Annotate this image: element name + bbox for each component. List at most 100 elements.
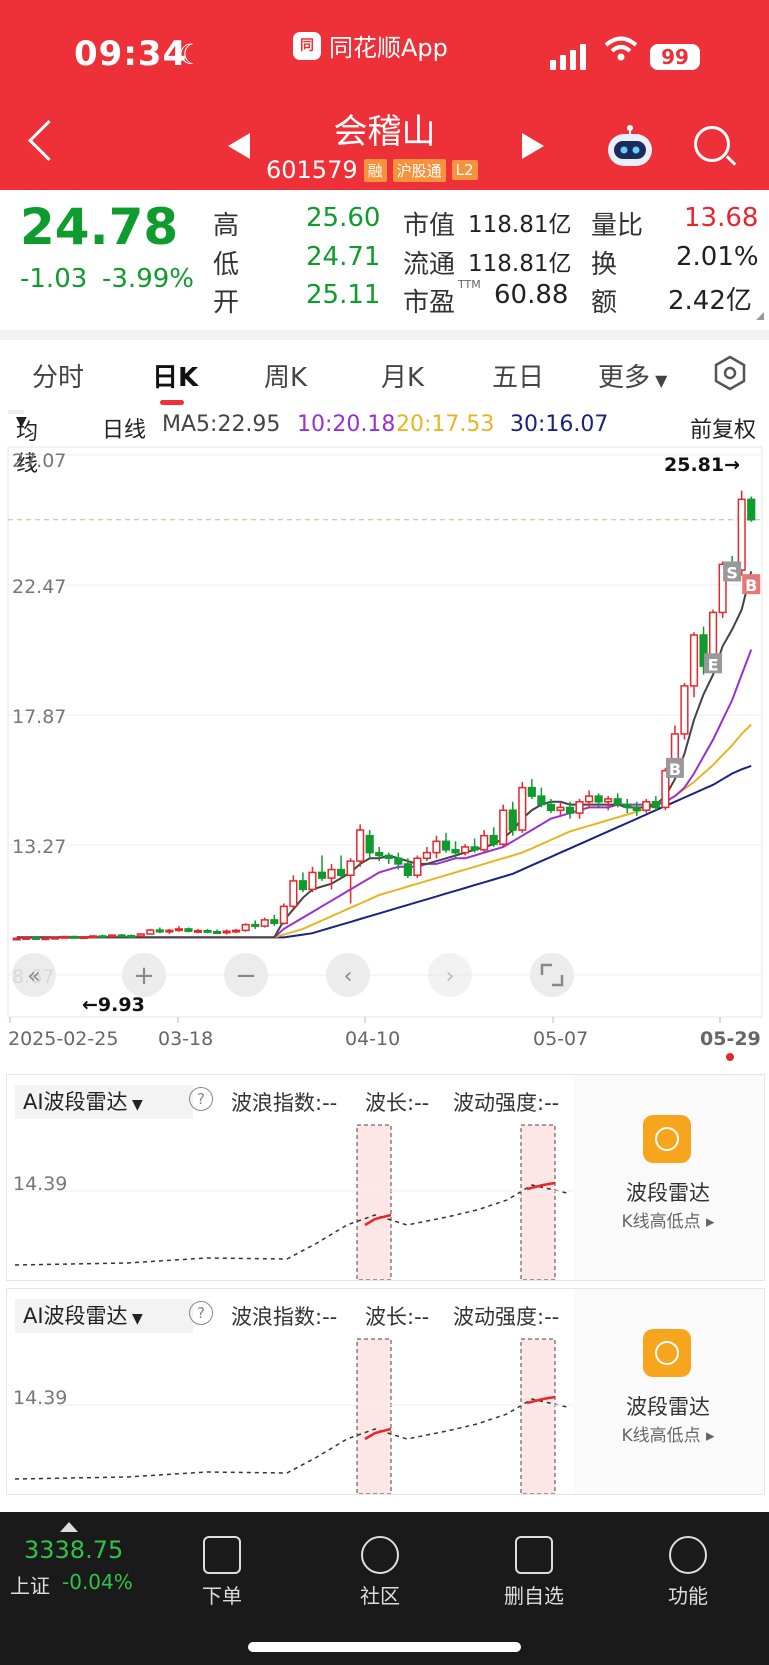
scroll-left-button[interactable] (326, 953, 370, 997)
max-price-label: 25.81→ (664, 454, 740, 476)
tab-more[interactable]: 更多 ▼ (598, 357, 667, 394)
index-name: 上证 (10, 1574, 50, 1598)
wave-highlight (364, 1213, 392, 1227)
candle-body (537, 795, 546, 806)
candle-body (146, 929, 155, 935)
promo-subtitle: K线高低点 ▸ (621, 1212, 715, 1232)
tab-five-day[interactable]: 五日 (492, 363, 545, 393)
scroll-right-button[interactable] (428, 953, 472, 997)
nav-community[interactable]: 社区 (330, 1520, 430, 1609)
nav-remove-watchlist[interactable]: 删自选 (484, 1520, 584, 1609)
tab-daily-k[interactable]: 日K (152, 363, 199, 393)
candle-body (317, 871, 327, 879)
nav-order[interactable]: 下单 (172, 1520, 272, 1609)
app-logo-icon: 同 (293, 31, 321, 60)
candle-body (718, 563, 727, 614)
wave-selector-label: AI波段雷达 (23, 1304, 128, 1328)
tab-intraday[interactable]: 分时 (32, 363, 85, 393)
index-change: -0.04% (62, 1570, 133, 1594)
wave-highlight (526, 1181, 556, 1191)
zoom-out-button[interactable] (224, 953, 268, 997)
ma-lines (16, 571, 753, 939)
tab-more-label: 更多 (598, 363, 651, 393)
wave-y-tick: 14.39 (13, 1387, 68, 1409)
candle-body (203, 929, 212, 933)
battery-icon: 99 (650, 44, 700, 70)
candle-body (12, 937, 21, 941)
wave-selector[interactable]: AI波段雷达 ▼ (15, 1299, 193, 1333)
robot-assistant-icon[interactable] (605, 124, 655, 168)
wave-line-chart (14, 1124, 573, 1280)
high-label: 高 (213, 211, 240, 241)
tag-level2: L2 (451, 160, 478, 180)
candle-body (413, 857, 422, 876)
wave-band (520, 1124, 556, 1280)
y-tick-label: 17.87 (12, 706, 66, 728)
wave-dashed-line (14, 1184, 568, 1266)
turnover-label: 换 (591, 250, 618, 280)
ma5-value: MA5:22.95 (162, 412, 281, 437)
tab-weekly-k[interactable]: 周K (264, 363, 308, 393)
caret-down-icon: ▼ (127, 1311, 143, 1327)
price-change: -1.03 (20, 264, 88, 294)
x-tick-label: 05-29 (700, 1028, 761, 1050)
wave-length: 波长:-- (365, 1091, 430, 1115)
grid-lines (8, 454, 762, 976)
ma-selector[interactable]: 均线 ▼ (8, 410, 38, 477)
wave-radar-promo[interactable]: 波段雷达 K线高低点 ▸ (573, 1075, 763, 1280)
community-star-icon (361, 1536, 399, 1574)
wave-index: 波浪指数:-- (231, 1305, 338, 1329)
fullscreen-button[interactable] (530, 953, 574, 997)
tag-connect: 沪股通 (392, 158, 446, 182)
candle-body (50, 936, 60, 940)
candle-body (222, 930, 231, 934)
caret-down-icon: ▼ (650, 371, 668, 390)
wave-selector-label: AI波段雷达 (23, 1090, 128, 1114)
divider (0, 330, 769, 340)
adjust-mode[interactable]: 前复权 (690, 418, 757, 443)
tab-monthly-k[interactable]: 月K (381, 363, 425, 393)
nav-order-label: 下单 (202, 1584, 242, 1608)
candle-body (480, 834, 489, 851)
candle-body (241, 923, 250, 932)
candle-body (594, 795, 603, 803)
candle-body (642, 801, 651, 811)
wave-radar-promo[interactable]: 波段雷达 K线高低点 ▸ (573, 1289, 763, 1494)
candle-body (289, 880, 298, 908)
search-icon[interactable] (694, 126, 730, 162)
help-icon[interactable]: ? (189, 1301, 213, 1325)
candle-body (174, 928, 184, 932)
amount-value: 2.42亿 (668, 286, 752, 316)
candle-body (584, 795, 594, 803)
ma30-line (16, 764, 752, 939)
volratio-value: 13.68 (684, 203, 759, 233)
index-value[interactable]: 3338.75 (24, 1536, 124, 1564)
rewind-icon: « (27, 964, 40, 989)
expand-corner-icon[interactable] (756, 312, 764, 320)
candle-body (508, 809, 517, 831)
candle-body (260, 919, 269, 927)
candle-body (613, 798, 622, 806)
candle-body (689, 634, 699, 687)
rewind-button[interactable] (12, 953, 56, 997)
caret-up-icon[interactable] (60, 1522, 78, 1532)
prev-stock-button[interactable] (228, 133, 250, 159)
help-icon[interactable]: ? (189, 1087, 213, 1111)
open-label: 开 (213, 288, 240, 318)
nav-functions[interactable]: 功能 (638, 1520, 738, 1609)
candle-body (699, 634, 708, 667)
wave-highlight (526, 1395, 556, 1405)
x-tick-label: 04-10 (345, 1028, 400, 1050)
ma10-value: 10:20.18 (297, 412, 396, 437)
zoom-in-button[interactable] (122, 953, 166, 997)
ma-legend: 均线 ▼ 日线 MA5:22.95 10:20.18 20:17.53 30:1… (0, 408, 769, 477)
candle-body (88, 935, 98, 939)
candle-body (356, 829, 365, 862)
status-time: 09:34 (74, 34, 188, 74)
quote-panel: 24.78 -1.03 -3.99% 高 25.60 低 24.71 开 25.… (0, 190, 769, 330)
next-stock-button[interactable] (522, 133, 544, 159)
wave-selector[interactable]: AI波段雷达 ▼ (15, 1085, 193, 1119)
candle-body (336, 868, 346, 876)
settings-hexagon-icon[interactable] (712, 355, 748, 391)
